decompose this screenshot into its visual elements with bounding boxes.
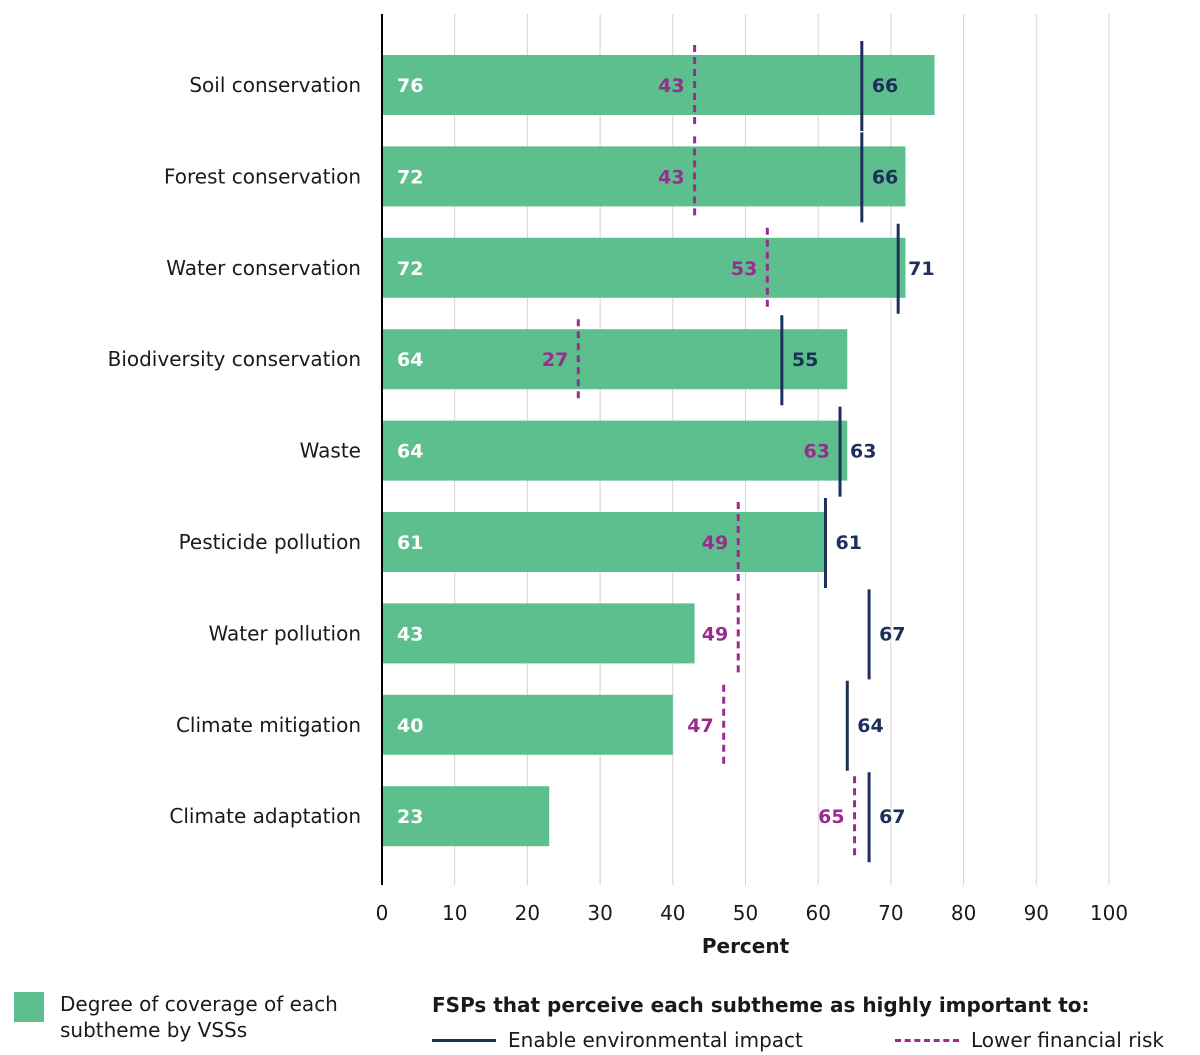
bar-value-label: 72 [397, 166, 423, 188]
bar-value-label: 64 [397, 441, 423, 463]
category-label: Water pollution [208, 621, 361, 645]
bar [382, 420, 848, 481]
x-tick-label: 0 [376, 901, 389, 925]
legend-fsp-title: FSPs that perceive each subtheme as high… [432, 993, 1090, 1017]
risk-value-label: 49 [702, 532, 728, 554]
impact-value-label: 67 [879, 623, 905, 645]
risk-value-label: 63 [804, 441, 830, 463]
bar [382, 329, 848, 390]
x-tick-label: 90 [1024, 901, 1049, 925]
x-tick-label: 50 [733, 901, 758, 925]
legend-coverage-swatch [14, 992, 44, 1022]
category-label: Pesticide pollution [179, 530, 361, 554]
bar-value-label: 76 [397, 75, 423, 97]
bar-value-label: 40 [397, 715, 423, 737]
bar-value-label: 72 [397, 258, 423, 280]
legend-impact-line [432, 1038, 496, 1042]
impact-value-label: 64 [857, 715, 883, 737]
bar [382, 146, 906, 207]
impact-value-label: 67 [879, 806, 905, 828]
risk-value-label: 49 [702, 623, 728, 645]
risk-value-label: 65 [818, 806, 844, 828]
category-label: Forest conservation [164, 164, 361, 188]
impact-value-label: 66 [872, 166, 898, 188]
legend-coverage-label: Degree of coverage of each subtheme by V… [60, 992, 338, 1042]
x-tick-label: 10 [442, 901, 467, 925]
category-label: Biodiversity conservation [108, 347, 361, 371]
legend-impact-item: Enable environmental impact [432, 1027, 803, 1053]
category-label: Waste [300, 439, 361, 463]
bar-value-label: 61 [397, 532, 423, 554]
x-tick-label: 40 [660, 901, 685, 925]
bar [382, 694, 673, 755]
risk-value-label: 43 [658, 166, 684, 188]
x-tick-label: 70 [878, 901, 903, 925]
x-tick-label: 60 [805, 901, 830, 925]
impact-value-label: 55 [792, 349, 818, 371]
bar [382, 786, 550, 847]
bar-value-label: 43 [397, 623, 423, 645]
x-tick-label: 30 [587, 901, 612, 925]
bar-value-label: 23 [397, 806, 423, 828]
bar-value-label: 64 [397, 349, 423, 371]
risk-value-label: 27 [542, 349, 568, 371]
category-label: Climate mitigation [176, 713, 361, 737]
impact-value-label: 66 [872, 75, 898, 97]
x-tick-label: 20 [515, 901, 540, 925]
legend-impact-label: Enable environmental impact [508, 1028, 803, 1052]
category-label: Climate adaptation [169, 804, 361, 828]
risk-value-label: 53 [731, 258, 757, 280]
risk-value-label: 43 [658, 75, 684, 97]
category-label: Water conservation [166, 256, 361, 280]
x-tick-label: 80 [951, 901, 976, 925]
x-axis-title: Percent [702, 934, 790, 958]
legend-risk-item: Lower financial risk [895, 1027, 1164, 1053]
impact-value-label: 63 [850, 441, 876, 463]
bar [382, 512, 826, 572]
bar-chart: Soil conservation 76 43 66 Forest conservati… [108, 14, 1128, 958]
risk-value-label: 47 [687, 715, 713, 737]
legend-risk-label: Lower financial risk [971, 1028, 1164, 1052]
impact-value-label: 71 [908, 258, 934, 280]
legend-risk-line [895, 1038, 959, 1042]
category-label: Soil conservation [189, 73, 361, 97]
bar [382, 237, 906, 298]
impact-value-label: 61 [835, 532, 861, 554]
x-tick-label: 100 [1090, 901, 1128, 925]
bar [382, 603, 695, 664]
bar [382, 55, 935, 115]
